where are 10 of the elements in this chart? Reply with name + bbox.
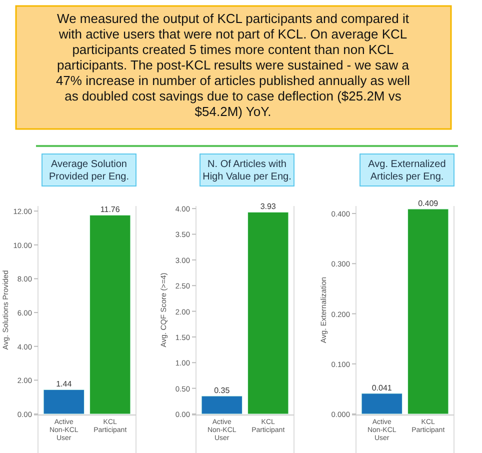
data-label: 3.93 [260, 202, 276, 212]
data-label: 0.35 [214, 386, 230, 396]
text: We measured the output of KCL participants and compared it with active users that were not part of KCL. On average KCL participants created 5 times more content than non KCL participants. The post-KCL results were sustained - we saw a 47% increase in number of articles published annually as well as doubled cost savings due to case deflection ($25.2M vs $54.2M) YoY. [56, 11, 410, 119]
data-label: 11.76 [100, 205, 120, 214]
chart-title: Avg. Externalized Articles per Eng. [368, 159, 446, 182]
chart-title: Average Solution Provided per Eng. [48, 159, 130, 182]
data-label: 0.041 [372, 383, 392, 392]
chart-title: N. Of Articles with High Value per Eng. [202, 159, 292, 182]
data-label: 0.409 [418, 199, 439, 208]
data-label: 1.44 [56, 380, 72, 389]
